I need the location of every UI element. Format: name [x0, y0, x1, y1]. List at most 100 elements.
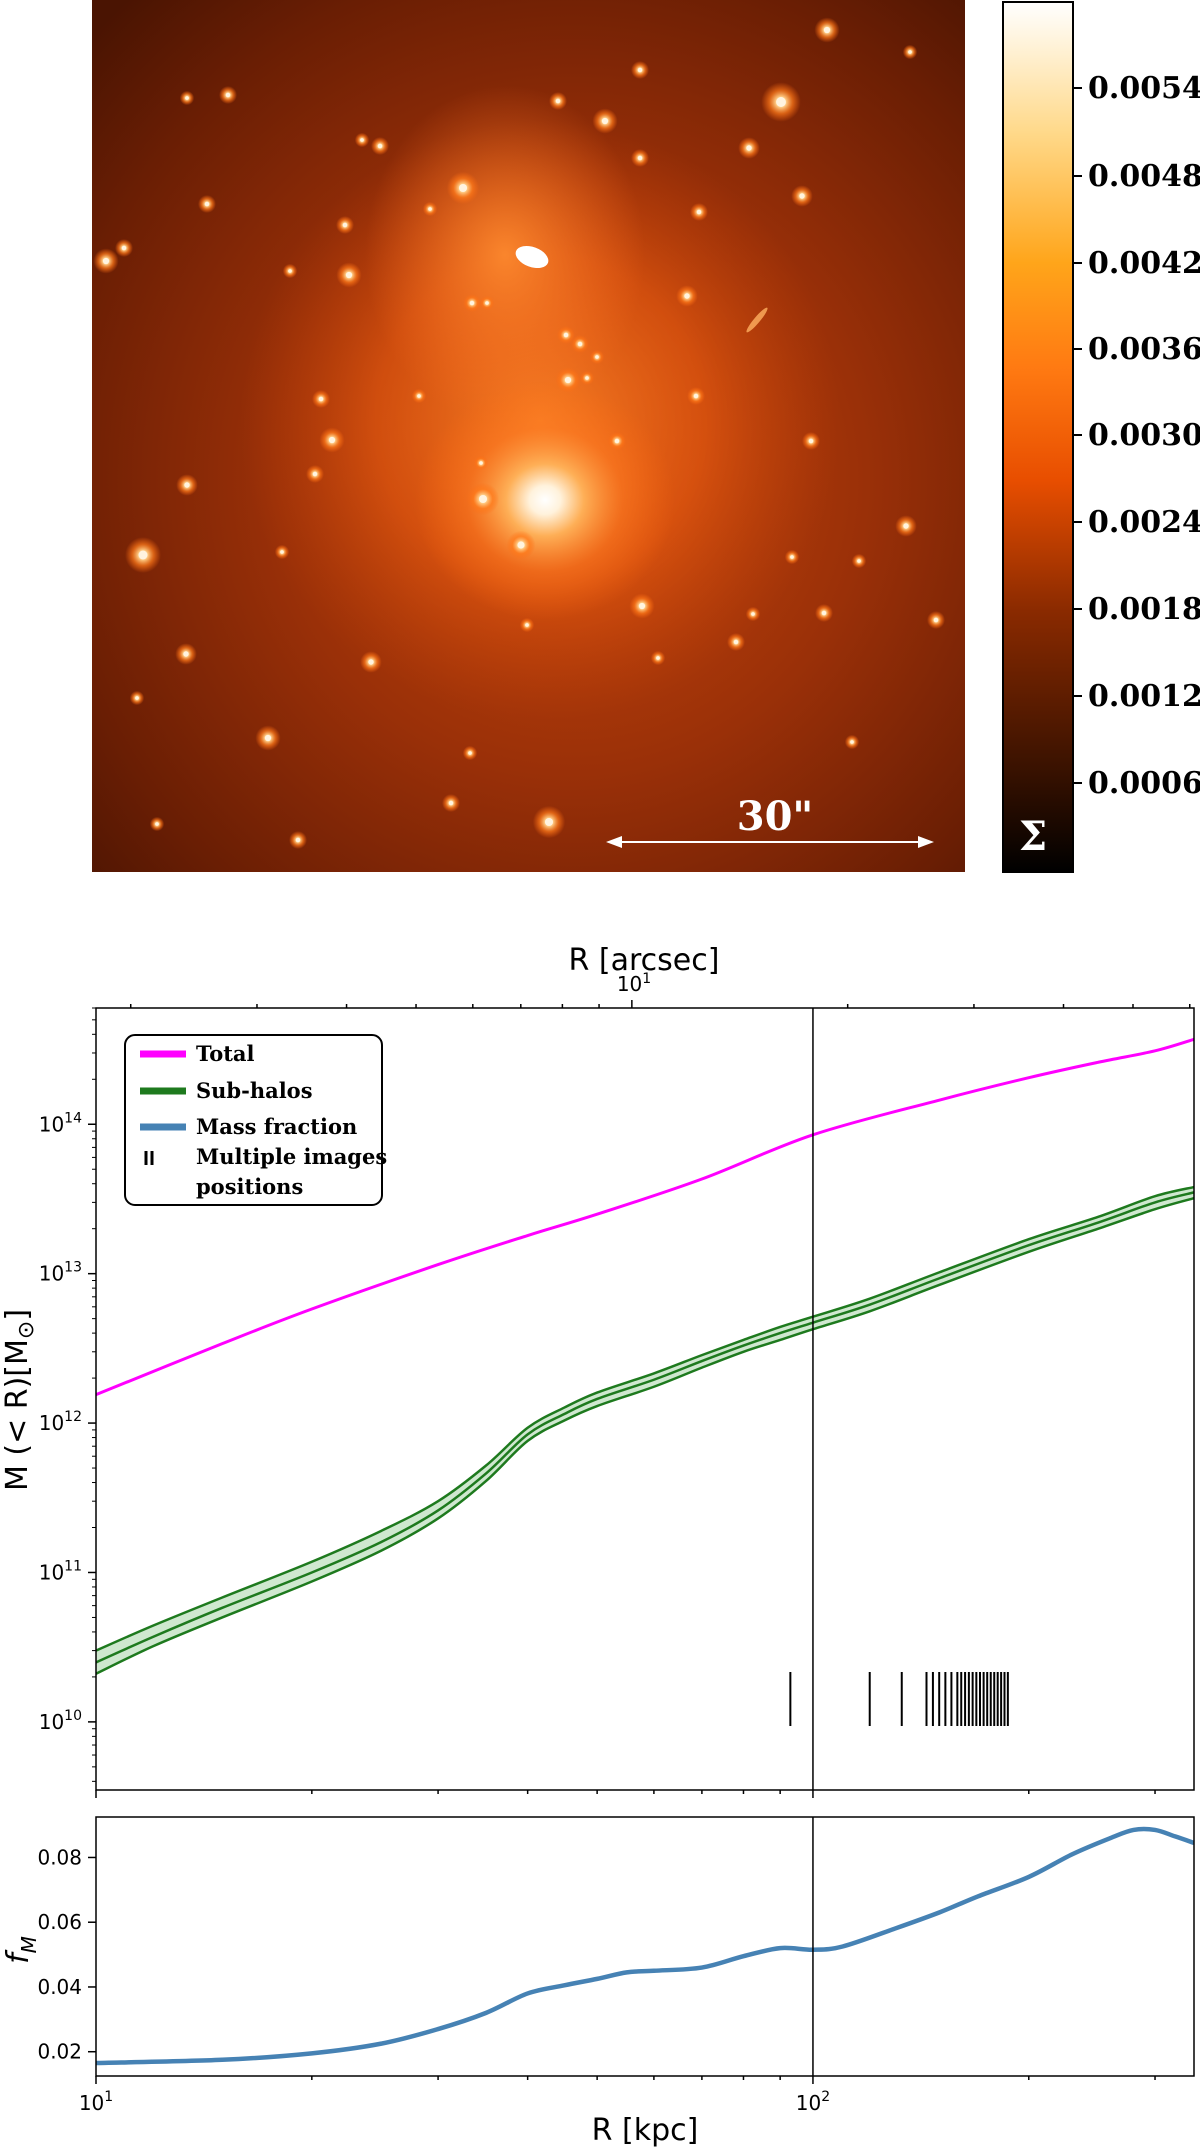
mass-y-tick-label: 1011 [39, 1558, 82, 1584]
member-galaxy-core [525, 623, 529, 627]
member-galaxy-core [204, 201, 210, 207]
member-galaxy-core [264, 734, 272, 742]
fraction-y-tick-label: 0.08 [37, 1845, 82, 1869]
colorbar-tick-label: 0.0048 [1088, 159, 1200, 194]
member-galaxy-core [555, 98, 561, 104]
member-galaxy-core [614, 438, 620, 444]
subhalos-upper-line [95, 1185, 1195, 1652]
top-axis-tick-label: 101 [617, 971, 651, 996]
member-galaxy-core [563, 332, 569, 338]
colorbar: 0.0054 0.0048 0.0042 0.0036 0.0030 0.0024 0.00… [1002, 1, 1200, 873]
member-galaxy-core [280, 550, 284, 554]
member-galaxy-core [850, 740, 854, 744]
mass-y-ticks: 1010 1011 1012 1013 1014 [39, 1007, 96, 1782]
mass-plot-frame [95, 1007, 1195, 1791]
northern-halo [365, 85, 645, 425]
legend-label-fraction: Mass fraction [196, 1114, 357, 1139]
colorbar-tick-label: 0.0006 [1088, 766, 1200, 801]
member-galaxy-core [577, 341, 583, 347]
multiple-image-positions [789, 1672, 1009, 1726]
member-galaxy-core [377, 143, 383, 149]
fraction-x-ticks: 101 102 [79, 2076, 1156, 2115]
mass-y-tick-label: 1012 [39, 1409, 82, 1435]
member-galaxy-core [857, 559, 861, 563]
colorbar-symbol: Σ [1019, 813, 1047, 860]
member-galaxy-core [102, 257, 110, 265]
scale-bar-label: 30" [737, 793, 814, 840]
total-mass-line [95, 1037, 1195, 1397]
member-galaxy-core [312, 471, 318, 477]
member-galaxy-core [638, 602, 646, 610]
elongated-galaxy [515, 245, 549, 269]
legend-label-images-2: positions [196, 1174, 303, 1199]
arc-feature [746, 307, 768, 333]
mass-y-tick-label: 1013 [39, 1260, 82, 1286]
colorbar-tick-label: 0.0054 [1088, 71, 1200, 106]
member-galaxy-core [479, 461, 483, 465]
member-galaxy-core [225, 92, 231, 98]
member-galaxy-core [288, 269, 292, 273]
fraction-y-tick-label: 0.06 [37, 1910, 82, 1934]
member-galaxy-core [183, 651, 189, 657]
subhalos-median-line [95, 1191, 1195, 1664]
member-galaxy-core [155, 822, 159, 826]
member-galaxy-core [185, 96, 189, 100]
member-galaxy-core [637, 67, 643, 73]
member-galaxy-core [808, 438, 814, 444]
colorbar-ticks: 0.0054 0.0048 0.0042 0.0036 0.0030 0.0024 0.00… [1073, 71, 1200, 801]
member-galaxy-core [733, 639, 739, 645]
member-galaxy-core [468, 751, 472, 755]
colorbar-tick-label: 0.0030 [1088, 418, 1200, 453]
scale-bar-left-arrow [606, 836, 622, 848]
mass-y-tick-label: 1014 [39, 1110, 82, 1136]
member-galaxy-core [368, 659, 374, 665]
member-galaxy-core [138, 550, 148, 560]
member-galaxy-core [821, 610, 827, 616]
member-galaxy-core [585, 376, 589, 380]
member-galaxy-core [360, 138, 364, 142]
colorbar-gradient [1002, 1, 1074, 873]
member-galaxy-core [656, 656, 660, 660]
member-galaxy-core [428, 207, 432, 211]
colorbar-tick-label: 0.0012 [1088, 679, 1200, 714]
mass-x-ticks [95, 1790, 1156, 1798]
scale-bar-right-arrow [918, 836, 934, 848]
subhalos-lower-line [95, 1196, 1195, 1675]
member-galaxy-core [823, 26, 831, 34]
fraction-panel: 0.02 0.04 0.06 0.08 101 102 fM R [kpc] [1, 1816, 1195, 2148]
fraction-x-tick-label: 102 [796, 2089, 830, 2115]
member-galaxy-core [595, 355, 599, 359]
fraction-x-label: R [kpc] [592, 2113, 699, 2148]
member-galaxy-core [693, 393, 699, 399]
member-galaxies [93, 17, 945, 849]
member-galaxy-core [458, 183, 468, 193]
legend-box [124, 1034, 383, 1206]
member-galaxy-core [933, 617, 939, 623]
mass-y-tick-label: 1010 [39, 1708, 82, 1734]
member-galaxy-core [485, 301, 489, 305]
subhalos-uncertainty-band [96, 1187, 1194, 1674]
fraction-x-tick-label: 101 [79, 2089, 113, 2115]
mass-fraction-line [95, 1826, 1195, 2066]
mass-map: 30" [92, 0, 965, 872]
fraction-y-tick-label: 0.02 [37, 2040, 82, 2064]
colorbar-tick-label: 0.0018 [1088, 592, 1200, 627]
member-galaxy-core [345, 271, 353, 279]
member-galaxy-core [564, 376, 572, 384]
member-galaxy-core [121, 245, 127, 251]
member-galaxy-core [544, 817, 554, 827]
member-galaxy-core [328, 436, 336, 444]
legend-label-total: Total [196, 1041, 255, 1066]
member-galaxy-core [184, 482, 190, 488]
member-galaxy-core [295, 837, 301, 843]
member-galaxy-core [601, 117, 609, 125]
member-galaxy-core [637, 155, 643, 161]
colorbar-tick-label: 0.0042 [1088, 246, 1200, 281]
member-galaxy-core [790, 555, 794, 559]
fraction-y-tick-label: 0.04 [37, 1975, 82, 1999]
member-galaxy-core [908, 50, 912, 54]
member-galaxy-core [135, 696, 139, 700]
member-galaxy-core [478, 494, 488, 504]
fraction-plot-frame [95, 1816, 1195, 2077]
member-galaxy-core [448, 800, 454, 806]
